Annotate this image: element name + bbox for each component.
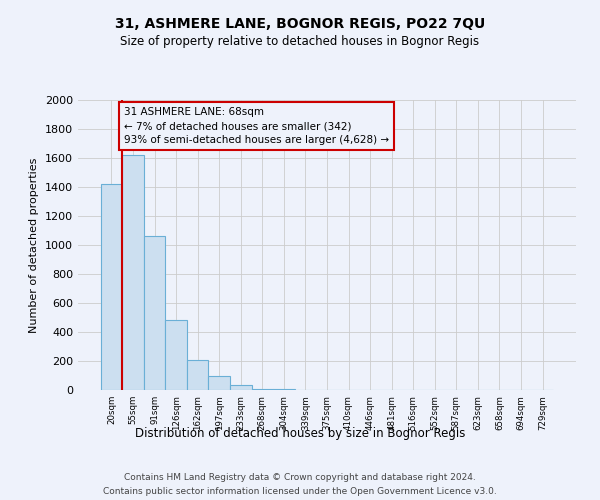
Bar	[144, 236, 166, 390]
Text: Contains public sector information licensed under the Open Government Licence v3: Contains public sector information licen…	[103, 488, 497, 496]
Text: Distribution of detached houses by size in Bognor Regis: Distribution of detached houses by size …	[135, 428, 465, 440]
Bar	[251, 388, 273, 390]
Bar	[208, 376, 230, 390]
Text: Size of property relative to detached houses in Bognor Regis: Size of property relative to detached ho…	[121, 35, 479, 48]
Bar	[122, 155, 144, 390]
Bar	[230, 385, 251, 390]
Text: 31 ASHMERE LANE: 68sqm
← 7% of detached houses are smaller (342)
93% of semi-det: 31 ASHMERE LANE: 68sqm ← 7% of detached …	[124, 108, 389, 146]
Bar	[101, 184, 122, 390]
Bar	[187, 360, 208, 390]
Y-axis label: Number of detached properties: Number of detached properties	[29, 158, 40, 332]
Bar	[166, 320, 187, 390]
Text: 31, ASHMERE LANE, BOGNOR REGIS, PO22 7QU: 31, ASHMERE LANE, BOGNOR REGIS, PO22 7QU	[115, 18, 485, 32]
Text: Contains HM Land Registry data © Crown copyright and database right 2024.: Contains HM Land Registry data © Crown c…	[124, 472, 476, 482]
